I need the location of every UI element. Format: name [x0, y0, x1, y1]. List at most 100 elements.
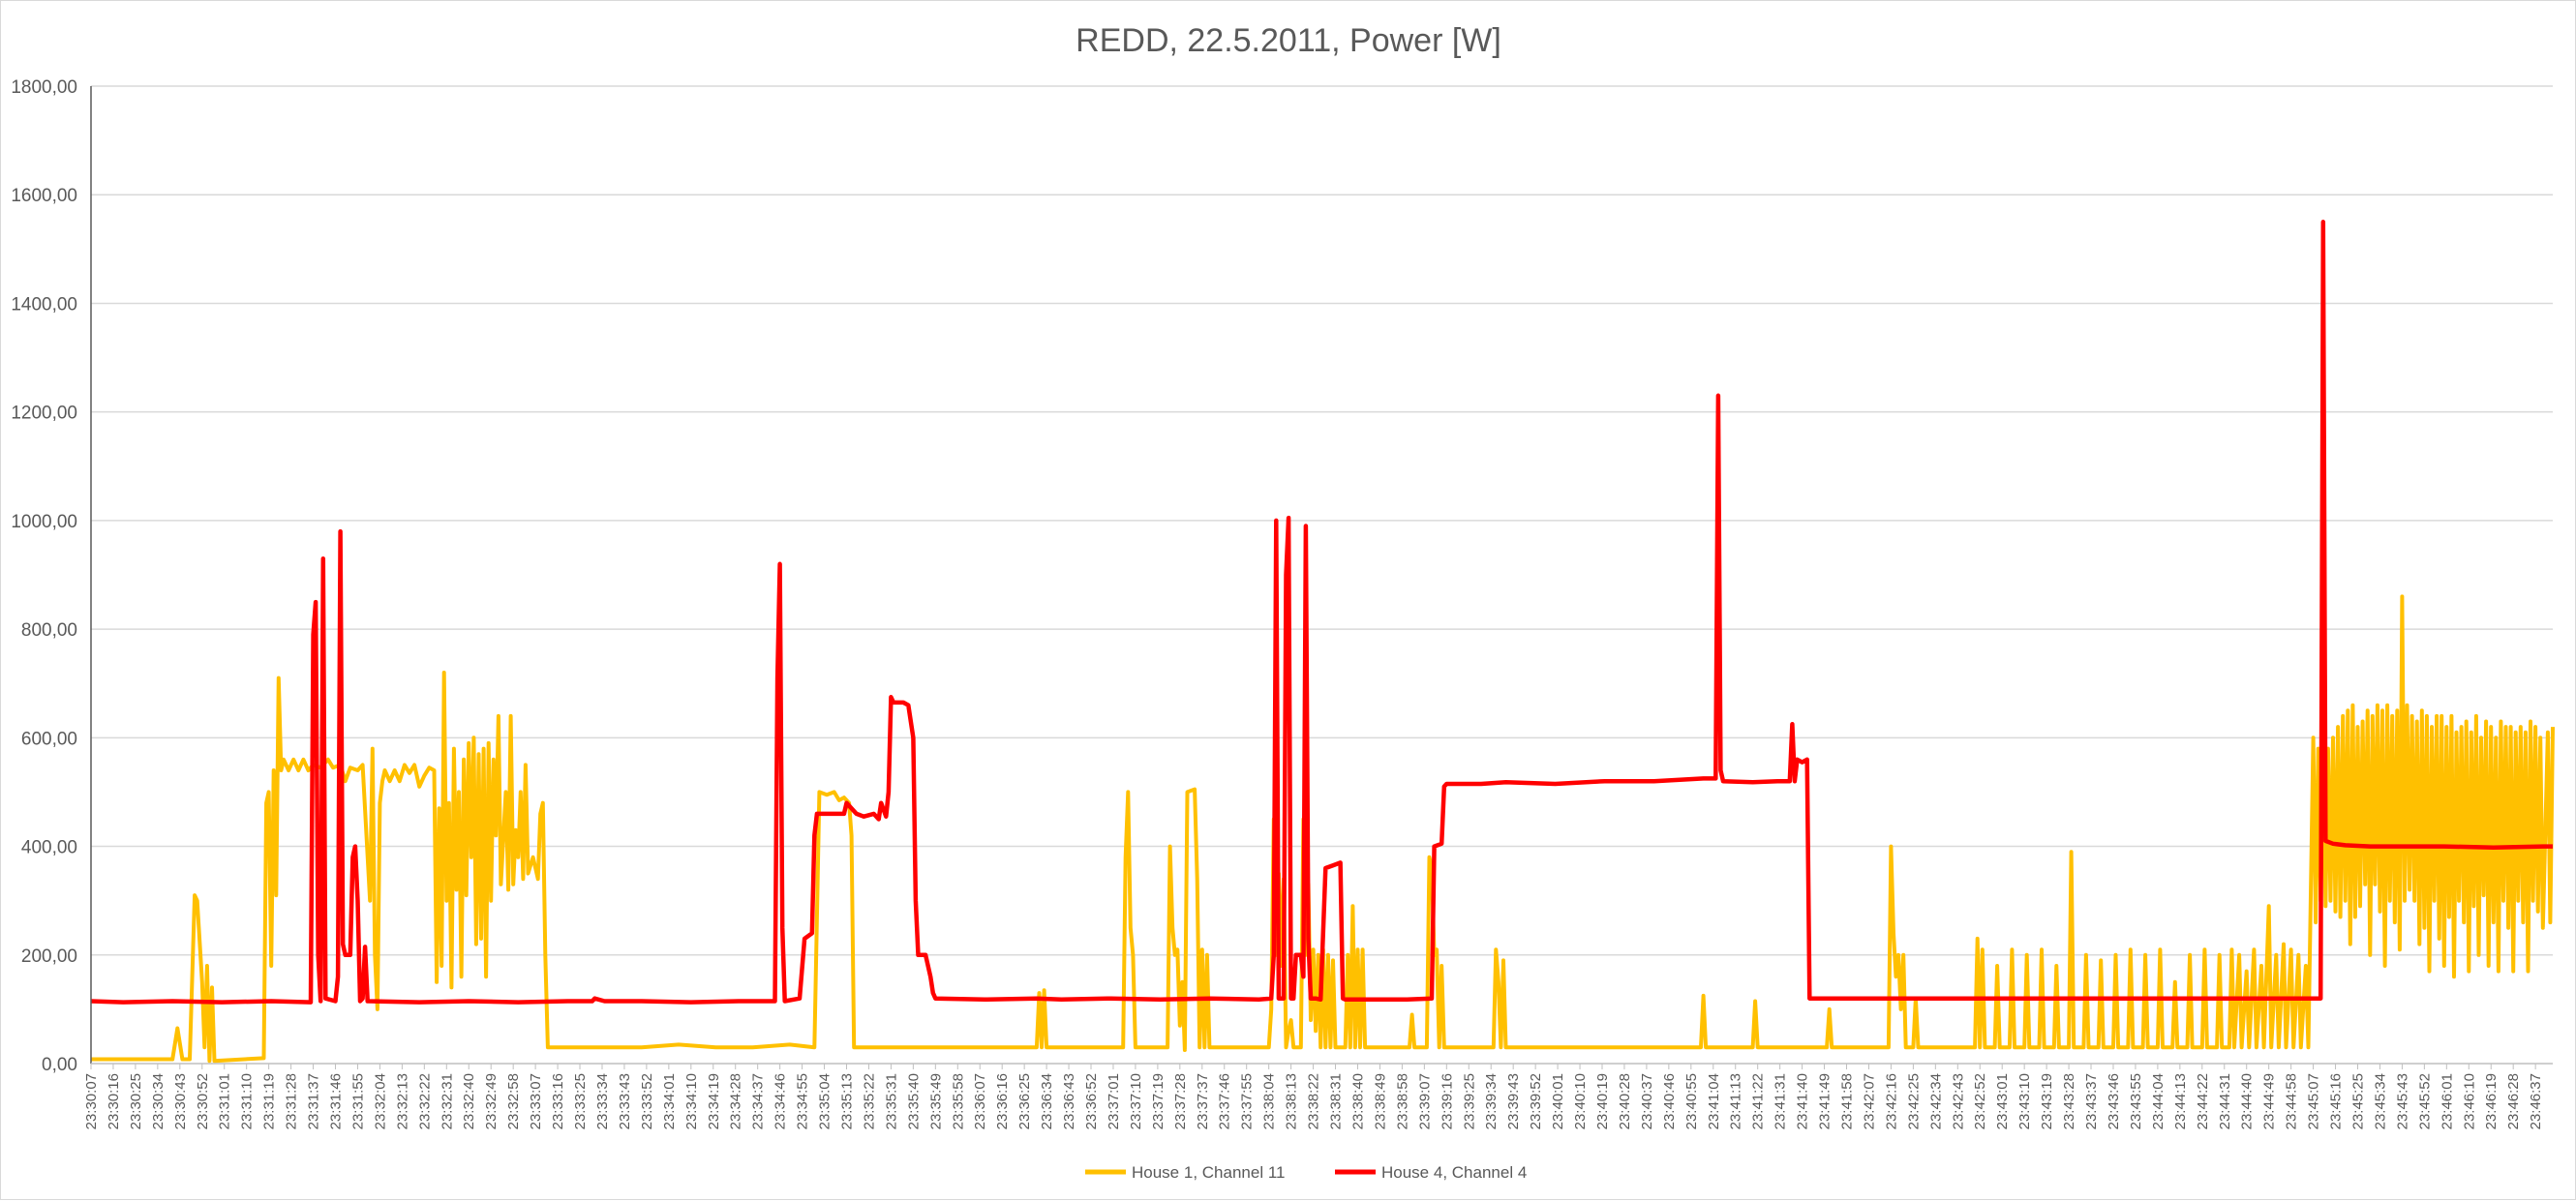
- x-tick-label: 23:43:37: [2083, 1073, 2100, 1129]
- y-tick-label: 1200,00: [11, 404, 77, 424]
- x-tick-label: 23:35:31: [883, 1073, 899, 1129]
- legend-label-2: House 4, Channel 4: [1381, 1163, 1527, 1182]
- x-tick-label: 23:34:10: [683, 1073, 700, 1129]
- x-tick-label: 23:30:34: [150, 1073, 167, 1129]
- x-tick-label: 23:39:16: [1439, 1073, 1455, 1129]
- x-tick-label: 23:37:01: [1106, 1073, 1122, 1129]
- x-tick-label: 23:34:37: [750, 1073, 767, 1129]
- x-tick-label: 23:41:58: [1839, 1073, 1856, 1129]
- x-tick-label: 23:40:01: [1550, 1073, 1566, 1129]
- x-tick-label: 23:34:28: [728, 1073, 744, 1129]
- x-tick-label: 23:30:07: [83, 1073, 100, 1129]
- x-tick-label: 23:31:37: [306, 1073, 322, 1129]
- x-tick-label: 23:30:25: [128, 1073, 144, 1129]
- x-tick-label: 23:32:13: [394, 1073, 410, 1129]
- x-tick-label: 23:35:58: [950, 1073, 966, 1129]
- x-tick-label: 23:38:31: [1328, 1073, 1345, 1129]
- x-tick-label: 23:32:22: [416, 1073, 433, 1129]
- x-tick-label: 23:32:58: [505, 1073, 522, 1129]
- x-tick-label: 23:38:13: [1284, 1073, 1300, 1129]
- x-tick-label: 23:38:58: [1394, 1073, 1410, 1129]
- chart-title: REDD, 22.5.2011, Power [W]: [1076, 22, 1501, 59]
- y-tick-label: 1600,00: [11, 186, 77, 206]
- y-tick-label: 0,00: [42, 1055, 77, 1075]
- x-tick-label: 23:32:31: [439, 1073, 455, 1129]
- x-tick-label: 23:37:28: [1172, 1073, 1189, 1129]
- x-tick-label: 23:37:55: [1239, 1073, 1256, 1129]
- x-tick-label: 23:41:04: [1706, 1073, 1722, 1129]
- x-tick-label: 23:45:07: [2306, 1073, 2322, 1129]
- x-tick-label: 23:41:22: [1750, 1073, 1767, 1129]
- x-tick-label: 23:44:58: [2284, 1073, 2300, 1129]
- x-tick-label: 23:36:07: [972, 1073, 988, 1129]
- x-tick-label: 23:44:31: [2217, 1073, 2233, 1129]
- x-tick-label: 23:39:07: [1416, 1073, 1433, 1129]
- x-tick-label: 23:30:52: [195, 1073, 211, 1129]
- x-tick-label: 23:32:40: [461, 1073, 477, 1129]
- y-tick-label: 1800,00: [11, 77, 77, 98]
- x-tick-label: 23:34:46: [773, 1073, 789, 1129]
- x-tick-label: 23:38:22: [1306, 1073, 1322, 1129]
- x-tick-label: 23:35:04: [817, 1073, 833, 1129]
- x-tick-label: 23:35:13: [838, 1073, 855, 1129]
- y-tick-label: 800,00: [21, 620, 77, 641]
- series-lines: [90, 220, 2555, 1064]
- x-tick-label: 23:31:28: [284, 1073, 300, 1129]
- x-tick-label: 23:36:43: [1061, 1073, 1077, 1129]
- x-tick-label: 23:46:10: [2461, 1073, 2477, 1129]
- x-tick-label: 23:36:34: [1039, 1073, 1055, 1129]
- x-tick-label: 23:37:46: [1217, 1073, 1233, 1129]
- x-tick-label: 23:31:01: [217, 1073, 233, 1129]
- x-tick-label: 23:39:25: [1461, 1073, 1477, 1129]
- series-line-1: [91, 594, 2555, 1064]
- x-tick-label: 23:43:46: [2106, 1073, 2122, 1129]
- x-tick-label: 23:45:16: [2328, 1073, 2345, 1129]
- x-tick-label: 23:41:49: [1817, 1073, 1834, 1129]
- x-tick-label: 23:35:49: [927, 1073, 944, 1129]
- x-tick-label: 23:36:25: [1016, 1073, 1033, 1129]
- x-tick-label: 23:39:43: [1505, 1073, 1522, 1129]
- x-tick-label: 23:37:10: [1128, 1073, 1144, 1129]
- x-tick-label: 23:44:49: [2261, 1073, 2278, 1129]
- y-tick-label: 400,00: [21, 838, 77, 858]
- x-tick-label: 23:31:10: [239, 1073, 256, 1129]
- y-tick-label: 1000,00: [11, 512, 77, 532]
- x-tick-label: 23:41:31: [1773, 1073, 1789, 1129]
- x-tick-label: 23:43:10: [2016, 1073, 2033, 1129]
- x-tick-label: 23:43:01: [1994, 1073, 2011, 1129]
- x-tick-label: 23:44:40: [2239, 1073, 2256, 1129]
- x-tick-label: 23:40:37: [1639, 1073, 1655, 1129]
- x-tick-label: 23:46:01: [2439, 1073, 2455, 1129]
- x-tick-label: 23:42:43: [1950, 1073, 1966, 1129]
- x-tick-label: 23:40:10: [1572, 1073, 1589, 1129]
- x-tick-label: 23:33:25: [572, 1073, 589, 1129]
- x-tick-label: 23:35:22: [861, 1073, 877, 1129]
- x-tick-label: 23:45:25: [2349, 1073, 2366, 1129]
- x-tick-label: 23:45:43: [2394, 1073, 2410, 1129]
- x-tick-label: 23:33:07: [528, 1073, 544, 1129]
- x-tick-label: 23:39:52: [1528, 1073, 1544, 1129]
- x-tick-label: 23:30:16: [106, 1073, 122, 1129]
- x-tick-label: 23:31:19: [261, 1073, 278, 1129]
- x-tick-label: 23:35:40: [905, 1073, 922, 1129]
- x-tick-label: 23:34:01: [661, 1073, 678, 1129]
- x-tick-label: 23:46:19: [2483, 1073, 2500, 1129]
- x-tick-label: 23:33:16: [550, 1073, 566, 1129]
- x-tick-label: 23:33:43: [617, 1073, 633, 1129]
- y-tick-label: 600,00: [21, 729, 77, 749]
- x-tick-label: 23:40:28: [1617, 1073, 1633, 1129]
- legend-label-1: House 1, Channel 11: [1132, 1163, 1285, 1182]
- x-tick-label: 23:32:04: [372, 1073, 388, 1129]
- y-tick-label: 200,00: [21, 946, 77, 967]
- x-tick-label: 23:39:34: [1483, 1073, 1500, 1129]
- x-tick-label: 23:34:55: [795, 1073, 811, 1129]
- x-tick-label: 23:40:19: [1594, 1073, 1611, 1129]
- x-tick-label: 23:32:49: [483, 1073, 500, 1129]
- x-tick-label: 23:37:19: [1150, 1073, 1167, 1129]
- x-tick-label: 23:37:37: [1195, 1073, 1211, 1129]
- x-tick-label: 23:36:52: [1083, 1073, 1100, 1129]
- x-tick-label: 23:42:52: [1972, 1073, 1988, 1129]
- x-tick-label: 23:45:52: [2416, 1073, 2433, 1129]
